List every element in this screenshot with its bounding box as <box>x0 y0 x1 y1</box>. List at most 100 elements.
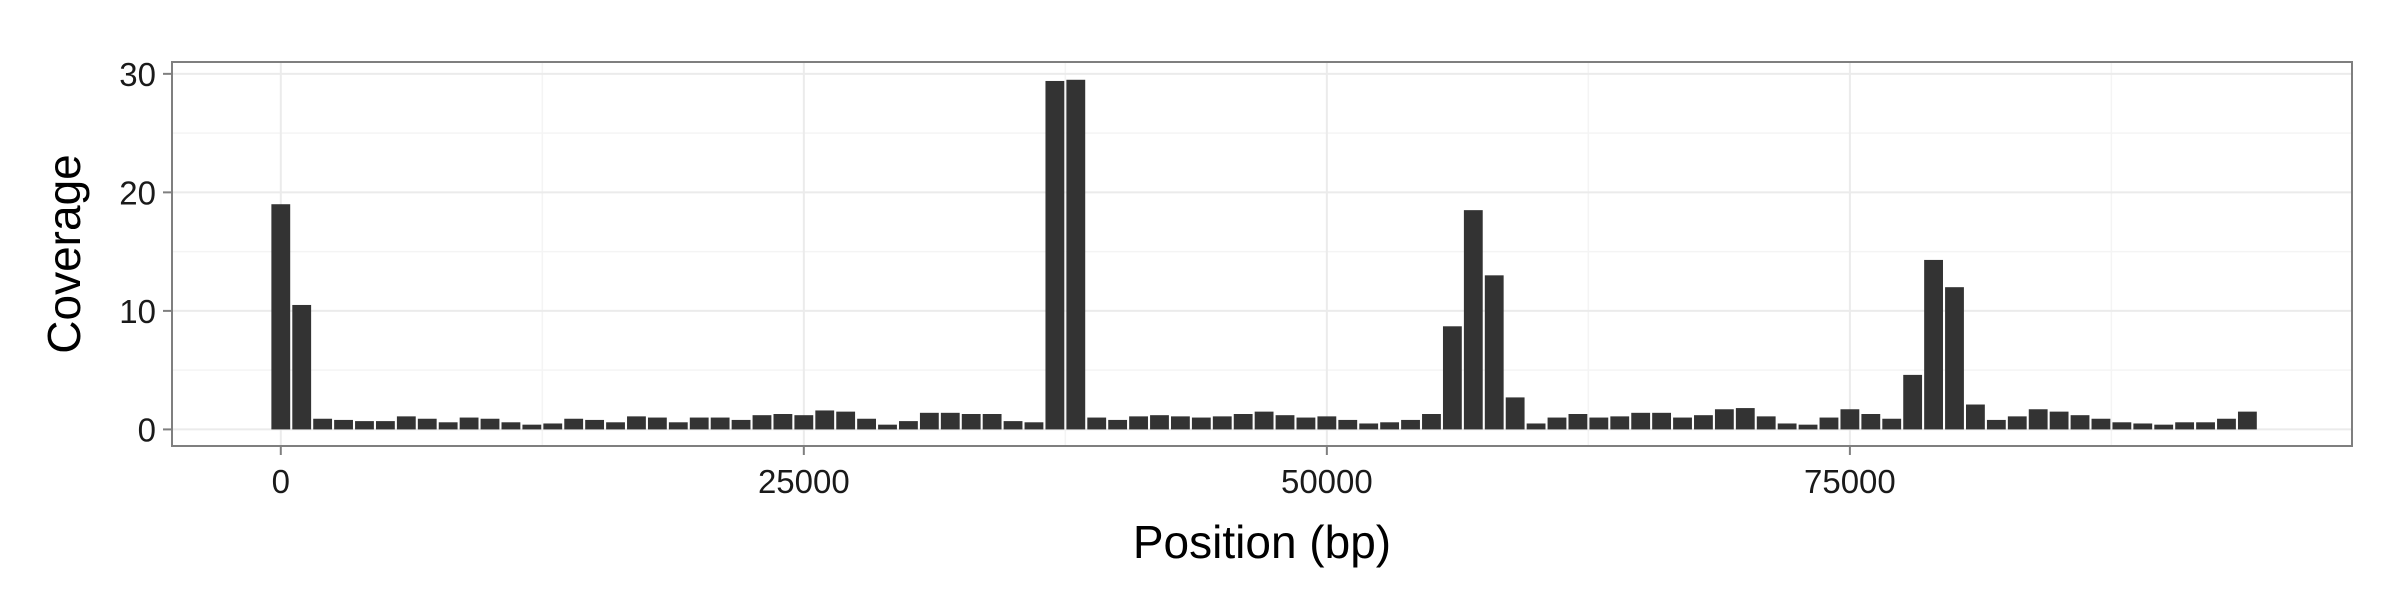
bar <box>794 415 814 430</box>
axis-ticks <box>163 72 1851 455</box>
bar <box>1275 415 1295 430</box>
bar <box>1986 419 2006 430</box>
bar <box>1024 422 1044 430</box>
bar <box>1631 412 1651 430</box>
x-tick-label: 0 <box>272 463 290 500</box>
y-tick-label: 20 <box>119 174 156 211</box>
bar <box>1861 414 1881 430</box>
bar <box>1840 409 1860 430</box>
bar <box>1066 79 1086 430</box>
bar <box>1819 417 1839 430</box>
bar <box>1463 210 1483 430</box>
plot-panel-border <box>171 61 2353 447</box>
bar <box>396 416 416 430</box>
bar <box>773 414 793 430</box>
bar <box>815 410 835 430</box>
bar <box>1798 424 1818 430</box>
bar <box>2007 416 2027 430</box>
bar <box>1087 417 1107 430</box>
bar <box>710 417 730 430</box>
bar <box>1003 421 1023 430</box>
bar <box>1547 417 1567 430</box>
bar <box>1652 412 1672 430</box>
bar <box>836 411 856 430</box>
bar <box>2133 423 2153 430</box>
bar <box>1526 423 1546 430</box>
bar <box>585 419 605 430</box>
y-axis-title: Coverage <box>38 154 90 353</box>
bar <box>627 416 646 430</box>
y-tick-label: 0 <box>138 411 156 448</box>
bar <box>1422 414 1441 430</box>
bar <box>940 412 960 430</box>
bar <box>1735 408 1755 430</box>
bar <box>1317 416 1337 430</box>
bar <box>731 419 751 430</box>
bar <box>606 422 625 430</box>
bar <box>752 415 772 430</box>
bar <box>2049 411 2069 430</box>
bar <box>1589 417 1609 430</box>
bar <box>1129 416 1148 430</box>
bar <box>1714 409 1734 430</box>
bar <box>1945 287 1964 430</box>
bar <box>1903 374 1923 430</box>
bar <box>2070 415 2090 430</box>
bar <box>647 417 667 430</box>
bar <box>1170 416 1190 430</box>
bar <box>857 418 877 430</box>
bar <box>878 424 897 430</box>
bar <box>1673 417 1692 430</box>
bar <box>1694 415 1713 430</box>
bar <box>1233 414 1253 430</box>
bar <box>1359 423 1379 430</box>
bar <box>480 418 500 430</box>
bar <box>1254 411 1274 430</box>
bar <box>689 417 709 430</box>
bar <box>438 422 458 430</box>
x-tick-label: 25000 <box>758 463 850 500</box>
bar <box>459 417 479 430</box>
bar <box>1212 416 1232 430</box>
plot-panel <box>172 62 2352 446</box>
x-tick-label: 50000 <box>1281 463 1373 500</box>
bar <box>1966 404 1985 430</box>
bar <box>564 418 584 430</box>
bar <box>522 424 542 430</box>
y-tick-label: 10 <box>119 293 156 330</box>
bars <box>271 79 2257 430</box>
bar <box>919 412 939 430</box>
bar <box>2196 422 2215 430</box>
bar <box>2112 422 2132 430</box>
bar <box>271 204 291 430</box>
bar <box>1484 275 1504 430</box>
bar <box>899 421 918 430</box>
bar <box>2237 411 2257 430</box>
bar <box>982 414 1002 430</box>
bar <box>1756 416 1776 430</box>
bar <box>1380 422 1400 430</box>
tick-labels: 0 25000 50000 75000 0 10 20 30 <box>119 56 1895 500</box>
bar <box>334 419 353 430</box>
bar <box>313 418 333 430</box>
bar <box>1568 414 1588 430</box>
bar <box>417 418 437 430</box>
bar <box>1401 419 1420 430</box>
bar <box>2175 422 2195 430</box>
x-tick-label: 75000 <box>1804 463 1896 500</box>
x-axis-title: Position (bp) <box>1133 516 1391 568</box>
bar <box>1924 259 1943 430</box>
bar <box>1108 419 1128 430</box>
bar <box>1505 397 1525 430</box>
bar <box>668 422 688 430</box>
bar <box>543 423 563 430</box>
bar <box>1296 417 1316 430</box>
y-tick-label: 30 <box>119 56 156 93</box>
bar <box>2154 424 2174 430</box>
bar <box>501 422 521 430</box>
bar <box>1610 416 1630 430</box>
bar <box>1777 423 1797 430</box>
bar <box>2217 418 2236 430</box>
bar <box>961 414 981 430</box>
